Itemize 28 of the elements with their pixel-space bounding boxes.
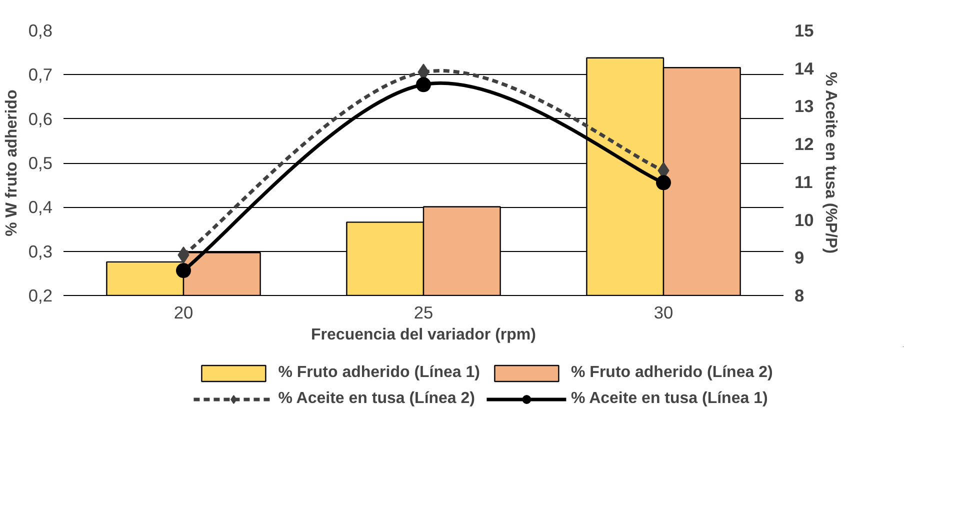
y2-tick-label: 8 bbox=[794, 286, 804, 306]
y-axis-title: % W fruto adherido bbox=[3, 89, 20, 236]
legend-label: % Aceite en tusa (Línea 1) bbox=[571, 390, 768, 408]
y2-tick-label: 12 bbox=[794, 134, 814, 154]
point bbox=[656, 175, 671, 190]
legend-label: % Fruto adherido (Línea 2) bbox=[571, 364, 773, 382]
y-tick-label: 0,4 bbox=[28, 197, 53, 218]
y2-axis-title: % Aceite en tusa (%P/P) bbox=[822, 72, 839, 254]
y-tick-label: 0,2 bbox=[28, 286, 53, 306]
y-tick-label: 0,6 bbox=[28, 108, 53, 129]
y-tick-label: 0,3 bbox=[28, 241, 53, 262]
point bbox=[176, 263, 191, 278]
y-tick-label: 0,5 bbox=[28, 153, 53, 173]
point bbox=[416, 77, 431, 92]
x-tick-label: 30 bbox=[654, 302, 674, 322]
legend-label: % Fruto adherido (Línea 1) bbox=[278, 364, 480, 382]
y2-tick-label: 10 bbox=[794, 210, 814, 230]
y2-tick-label: 15 bbox=[794, 20, 814, 40]
x-tick-label: 25 bbox=[414, 302, 434, 322]
y2-tick-label: 13 bbox=[794, 96, 814, 116]
y-tick-label: 0,8 bbox=[28, 20, 53, 40]
legend-label: % Aceite en tusa (Línea 2) bbox=[278, 390, 475, 408]
y2-tick-label: 14 bbox=[794, 58, 814, 78]
y2-tick-label: 9 bbox=[794, 248, 804, 268]
y2-tick-label: 11 bbox=[794, 172, 814, 192]
x-axis-title: Frecuencia del variador (rpm) bbox=[311, 326, 536, 344]
y-tick-label: 0,7 bbox=[28, 64, 53, 85]
x-tick-label: 20 bbox=[174, 302, 194, 322]
